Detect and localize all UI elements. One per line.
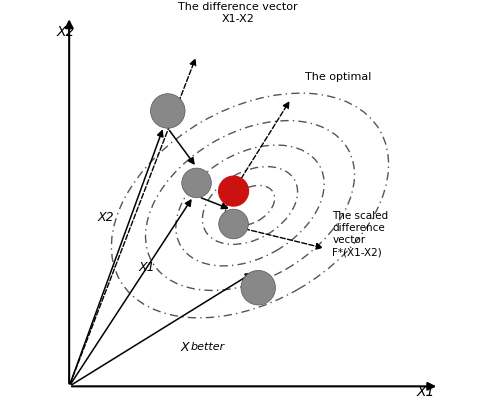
Text: X1: X1: [139, 261, 156, 274]
Text: X2: X2: [98, 211, 114, 224]
Text: The difference vector
X1-X2: The difference vector X1-X2: [178, 2, 298, 25]
Circle shape: [218, 175, 249, 207]
Circle shape: [219, 209, 248, 239]
Circle shape: [150, 94, 185, 128]
Text: X: X: [180, 341, 189, 354]
Text: X1: X1: [416, 385, 435, 399]
Text: The optimal: The optimal: [306, 72, 372, 82]
Text: better: better: [190, 342, 224, 352]
Circle shape: [182, 168, 212, 198]
Text: X2: X2: [57, 25, 75, 39]
Circle shape: [241, 270, 276, 305]
Text: The scaled
difference
vector
F*(X1-X2): The scaled difference vector F*(X1-X2): [332, 211, 388, 258]
